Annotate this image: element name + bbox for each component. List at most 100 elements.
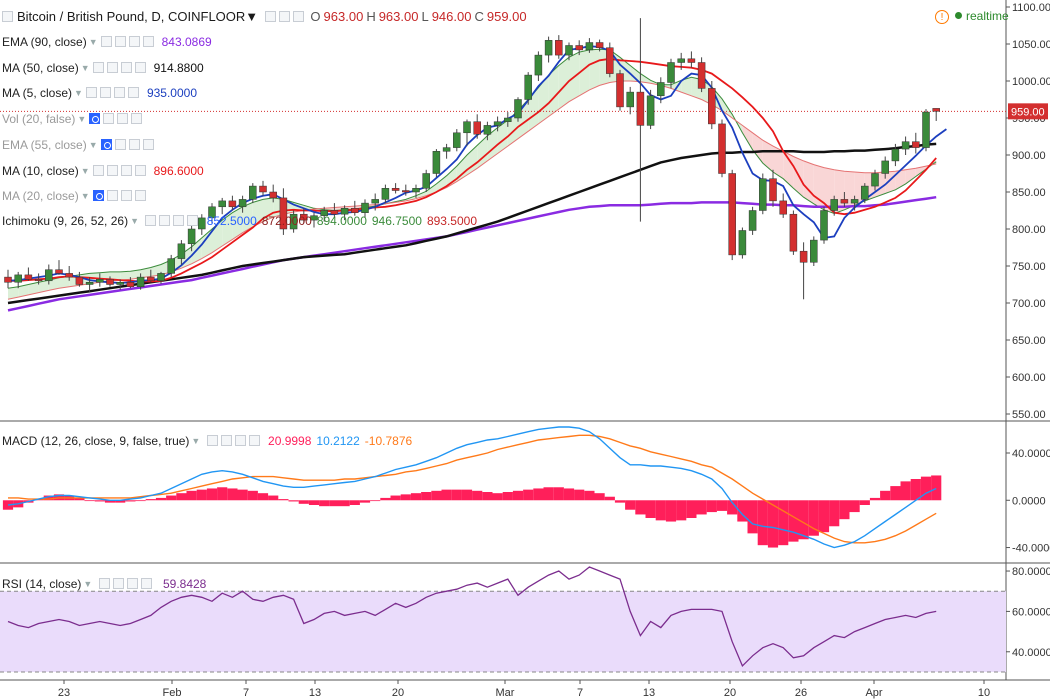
indicator-legend-row[interactable]: MA (10, close) ▼ 896.6000 <box>2 162 204 180</box>
settings-icon[interactable] <box>220 435 232 446</box>
add-icon[interactable] <box>120 190 132 202</box>
add-icon[interactable] <box>113 87 125 99</box>
price-tick-label: 600.00 <box>1012 372 1046 384</box>
settings-icon[interactable] <box>106 61 118 73</box>
macd-histogram-bar <box>818 500 830 533</box>
time-tick-label: 26 <box>795 687 807 699</box>
settings-icon[interactable] <box>114 36 126 47</box>
macd-histogram-bar <box>808 500 819 536</box>
macd-histogram-bar <box>931 475 942 501</box>
indicator-name[interactable]: EMA (55, close) <box>2 137 87 152</box>
symbol-title[interactable]: Bitcoin / British Pound, D, COINFLOOR <box>17 9 246 24</box>
add-icon[interactable] <box>173 215 185 226</box>
add-icon[interactable] <box>120 164 132 176</box>
rsi-tick-label: 40.0000 <box>1012 647 1050 659</box>
indicator-name[interactable]: Vol (20, false) <box>2 112 76 127</box>
close-icon[interactable] <box>142 36 154 47</box>
add-icon[interactable] <box>128 138 140 150</box>
candle-body <box>187 228 196 245</box>
chevron-down-icon[interactable]: ▼ <box>245 9 259 24</box>
chevron-down-icon[interactable]: ▼ <box>130 216 139 226</box>
eye-icon[interactable] <box>100 36 112 47</box>
add-icon[interactable] <box>126 578 138 589</box>
add-icon[interactable] <box>292 11 304 22</box>
indicator-legend-row[interactable]: MA (5, close) ▼ 935.0000 <box>2 84 197 102</box>
indicator-name[interactable]: EMA (90, close) <box>2 35 87 49</box>
indicator-legend-row[interactable]: Vol (20, false) ▼ <box>2 110 143 128</box>
indicator-name[interactable]: MACD (12, 26, close, 9, false, true) <box>2 434 190 448</box>
legend-value: 872.0000 <box>261 214 312 228</box>
settings-icon[interactable] <box>278 11 290 22</box>
add-icon[interactable] <box>117 113 129 125</box>
indicator-name[interactable]: MA (10, close) <box>2 163 79 178</box>
candle-body <box>636 91 645 126</box>
settings-icon[interactable] <box>264 11 276 22</box>
indicator-legend-row[interactable]: EMA (55, close) ▼ <box>2 136 154 154</box>
close-icon[interactable] <box>134 61 146 73</box>
settings-icon[interactable] <box>114 138 126 150</box>
macd-legend[interactable]: MACD (12, 26, close, 9, false, true) ▼ 20… <box>2 432 412 450</box>
add-icon[interactable] <box>120 61 132 73</box>
eye-icon[interactable] <box>89 113 101 125</box>
eye-icon[interactable] <box>100 138 112 150</box>
close-icon[interactable] <box>142 138 154 150</box>
eye-icon[interactable] <box>206 435 218 446</box>
close-icon[interactable] <box>127 87 139 99</box>
candle-body <box>34 279 43 282</box>
collapse-icon[interactable] <box>2 11 13 22</box>
settings-icon[interactable] <box>112 578 124 589</box>
candle-body <box>534 54 543 76</box>
ichimoku-legend[interactable]: Ichimoku (9, 26, 52, 26) ▼ 852.5000 872.00… <box>2 212 477 230</box>
eye-icon[interactable] <box>92 164 104 176</box>
indicator-name[interactable]: MA (20, close) <box>2 189 79 204</box>
ichimoku-cloud-segment <box>915 166 926 177</box>
chevron-down-icon[interactable]: ▼ <box>77 114 87 125</box>
macd-tick-label: 0.0000 <box>1012 495 1046 507</box>
macd-histogram-bar <box>349 500 360 505</box>
macd-histogram-bar <box>727 500 738 515</box>
macd-histogram-bar <box>441 489 452 501</box>
macd-histogram-bar <box>920 476 932 501</box>
settings-icon[interactable] <box>106 164 118 176</box>
indicator-legend-row[interactable]: MA (50, close) ▼ 914.8800 <box>2 59 204 77</box>
chevron-down-icon[interactable]: ▼ <box>74 88 83 99</box>
settings-icon[interactable] <box>103 113 115 125</box>
eye-icon[interactable] <box>98 578 110 589</box>
settings-icon[interactable] <box>106 190 118 202</box>
close-icon[interactable] <box>187 215 199 226</box>
candle-body <box>606 47 614 74</box>
macd-histogram-bar <box>237 489 248 501</box>
ichimoku-cloud-segment <box>456 155 467 182</box>
chevron-down-icon[interactable]: ▼ <box>88 37 98 47</box>
indicator-legend-row[interactable]: MA (20, close) ▼ <box>2 187 146 205</box>
indicator-name[interactable]: MA (5, close) <box>2 86 73 101</box>
close-icon[interactable] <box>134 190 146 202</box>
chevron-down-icon[interactable]: ▼ <box>83 579 93 589</box>
eye-icon[interactable] <box>92 61 104 73</box>
close-icon[interactable] <box>248 435 260 446</box>
indicator-name[interactable]: RSI (14, close) <box>2 577 82 591</box>
chevron-down-icon[interactable]: ▼ <box>80 191 90 202</box>
eye-icon[interactable] <box>145 215 157 226</box>
close-icon[interactable] <box>131 113 143 125</box>
chevron-down-icon[interactable]: ▼ <box>88 139 98 150</box>
close-icon[interactable] <box>140 578 152 589</box>
eye-icon[interactable] <box>85 87 97 99</box>
settings-icon[interactable] <box>159 215 171 226</box>
macd-histogram-bar <box>451 489 462 501</box>
chevron-down-icon[interactable]: ▼ <box>191 436 201 446</box>
add-icon[interactable] <box>234 435 246 446</box>
close-icon[interactable] <box>134 164 146 176</box>
candle-body <box>738 230 747 256</box>
warning-icon[interactable]: ! <box>935 10 949 24</box>
indicator-name[interactable]: Ichimoku (9, 26, 52, 26) <box>2 214 129 228</box>
indicator-legend-row[interactable]: EMA (90, close) ▼ 843.0869 <box>2 33 212 51</box>
chevron-down-icon[interactable]: ▼ <box>80 62 90 73</box>
rsi-legend[interactable]: RSI (14, close) ▼ 59.8428 <box>2 575 206 593</box>
settings-icon[interactable] <box>99 87 111 99</box>
indicator-name[interactable]: MA (50, close) <box>2 60 79 75</box>
eye-icon[interactable] <box>92 190 104 202</box>
add-icon[interactable] <box>128 36 140 47</box>
chevron-down-icon[interactable]: ▼ <box>80 165 90 176</box>
candle-body <box>616 73 624 108</box>
